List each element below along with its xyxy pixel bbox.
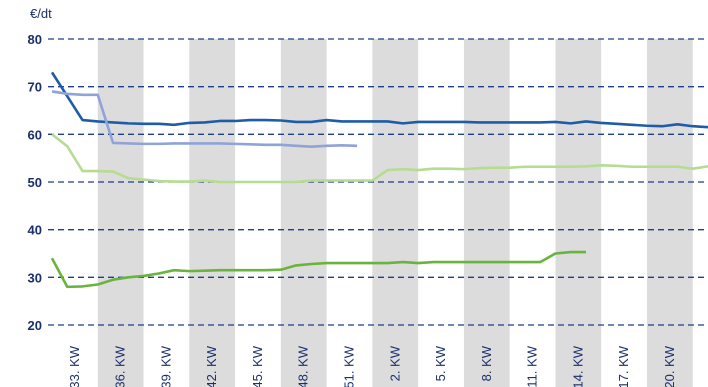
y-axis-label: €/dt bbox=[30, 6, 52, 21]
x-tick-label: 45. KW bbox=[250, 345, 265, 387]
column-band bbox=[189, 39, 236, 387]
x-tick-label: 14. KW bbox=[570, 345, 585, 387]
x-tick-label: 42. KW bbox=[204, 345, 219, 387]
x-tick-label: 2. KW bbox=[387, 345, 402, 381]
x-tick-label: 20. KW bbox=[662, 345, 677, 387]
x-tick-label: 5. KW bbox=[433, 345, 448, 381]
x-tick-label: 11. KW bbox=[525, 345, 540, 387]
column-band bbox=[97, 39, 144, 387]
series-line bbox=[51, 90, 358, 149]
column-band bbox=[463, 39, 510, 387]
x-tick-label: 33. KW bbox=[67, 345, 82, 387]
series-line bbox=[50, 71, 708, 129]
y-tick-label: 50 bbox=[28, 175, 42, 190]
column-band bbox=[280, 39, 327, 387]
column-band bbox=[646, 39, 693, 387]
y-tick-label: 60 bbox=[28, 127, 42, 142]
y-tick-label: 80 bbox=[28, 32, 42, 47]
x-tick-label: 17. KW bbox=[616, 345, 631, 387]
y-tick-label: 40 bbox=[28, 223, 42, 238]
column-band bbox=[372, 39, 419, 387]
x-tick-label: 48. KW bbox=[296, 345, 311, 387]
x-tick-label: 36. KW bbox=[113, 345, 128, 387]
series-line bbox=[50, 250, 586, 289]
y-tick-label: 30 bbox=[28, 270, 42, 285]
x-tick-label: 51. KW bbox=[341, 345, 356, 387]
series-line bbox=[51, 133, 708, 184]
x-tick-label: 39. KW bbox=[158, 345, 173, 387]
y-tick-label: 20 bbox=[28, 318, 42, 333]
y-tick-label: 70 bbox=[28, 80, 42, 95]
column-band bbox=[555, 39, 602, 387]
x-tick-label: 8. KW bbox=[479, 345, 494, 381]
